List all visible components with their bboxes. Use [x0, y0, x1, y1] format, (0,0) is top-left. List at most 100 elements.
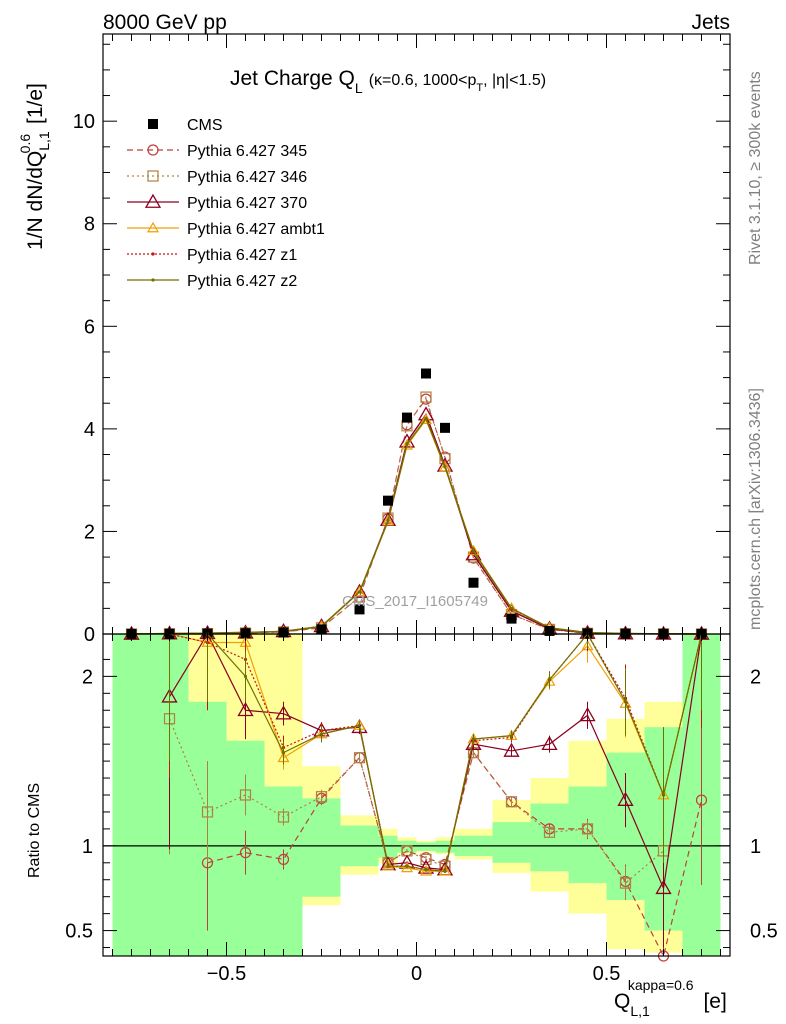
main-ytick-label: 4 [84, 419, 95, 441]
z1-ratio-line [169, 632, 703, 872]
ratio-ytick-label-right: 2 [750, 666, 761, 688]
ratio-uncertainty-bands [103, 634, 730, 956]
s345-marker [695, 794, 708, 806]
z2-marker [443, 869, 447, 873]
mcplots-label: mcplots.cern.ch [arXiv:1306.3436] [747, 388, 764, 630]
title-cut-sub: T [476, 82, 483, 94]
x-label-sub: L,1 [630, 1003, 650, 1019]
legend-label-s345: Pythia 6.427 345 [187, 143, 307, 160]
ambt1-marker [381, 859, 395, 871]
s370-marker [541, 735, 558, 751]
z2-marker [661, 793, 666, 797]
cms-marker [468, 577, 479, 588]
s370-marker [465, 546, 482, 561]
band-inner-bin [435, 840, 455, 853]
header-left: 8000 GeV pp [103, 11, 227, 34]
watermark: CMS_2017_I1605749 [342, 593, 488, 610]
s345-marker [147, 144, 159, 156]
legend-label-s370: Pythia 6.427 370 [187, 195, 307, 212]
s370-marker [579, 707, 596, 722]
ambt1-marker [419, 413, 433, 424]
s370-marker [503, 742, 520, 757]
z2-marker [281, 751, 286, 755]
z2-marker [424, 417, 428, 421]
s346-marker [201, 806, 214, 818]
y-label-main-sub: L,1 [36, 131, 52, 151]
cms-marker [506, 613, 517, 624]
z2-marker [319, 732, 324, 736]
s346-marker [619, 877, 632, 889]
cms-marker [440, 422, 450, 433]
s370-marker [351, 583, 368, 598]
ambt1-marker [419, 865, 433, 876]
s345-marker [277, 853, 290, 866]
s370-marker [275, 705, 292, 720]
z2-marker [386, 864, 390, 868]
header-right: Jets [691, 11, 730, 34]
title-main: Jet Charge Q [230, 67, 355, 90]
band-inner-bin [302, 798, 341, 897]
y-label-main-text: 1/N dN/dQ [24, 151, 47, 250]
x-axis-label: QL,1 kappa=0.6 [e] [614, 977, 727, 1019]
s346-marker [277, 811, 290, 823]
main-ytick-label: 2 [84, 521, 95, 543]
legend: CMS Pythia 6.427 345 Pythia 6.427 346 Pythi… [127, 117, 325, 290]
z2-marker [623, 700, 628, 704]
z1-marker [151, 252, 155, 256]
legend-label-cms: CMS [187, 117, 223, 134]
band-inner-bin [397, 840, 417, 853]
cms-marker [421, 368, 431, 379]
s346-marker [505, 796, 518, 808]
legend-label-s346: Pythia 6.427 346 [187, 169, 307, 186]
s370-marker [617, 791, 634, 806]
s370-marker [144, 193, 162, 208]
x-label-sup: kappa=0.6 [628, 977, 694, 993]
rivet-label: Rivet 3.1.10, ≥ 300k events [747, 71, 764, 265]
legend-label-ambt1: Pythia 6.427 ambt1 [187, 221, 325, 238]
y-label-main-sup: 0.6 [17, 134, 33, 154]
z2-marker [424, 867, 428, 872]
s346-marker [420, 853, 432, 866]
ambt1-marker [400, 861, 414, 873]
ratio-ytick-label-right: 0.5 [750, 921, 778, 943]
ambt1-marker [400, 439, 414, 450]
ratio-xtick-label: 0.5 [593, 963, 621, 985]
z2-marker [509, 734, 514, 738]
ambt1-marker [467, 544, 480, 556]
z2-marker [405, 864, 409, 868]
s370-marker [655, 879, 672, 895]
band-inner-bin [112, 634, 151, 956]
ambt1-marker [146, 221, 160, 233]
s346-marker [439, 453, 451, 465]
plot-title: Jet Charge QL (κ=0.6, 1000<pT, |η|<1.5) [230, 67, 546, 96]
band-inner-bin [492, 822, 531, 863]
z2-marker [471, 737, 476, 741]
main-panel-series [123, 368, 710, 640]
ratio-ytick-label-left: 1 [82, 836, 93, 858]
axes: 0 2 4 6 8 10 −0.5 0 0.5 0.5 0.5 1 1 2 2 [65, 33, 778, 985]
s345-line [131, 397, 702, 635]
z2-marker [357, 590, 362, 594]
ratio-ytick-label-left: 2 [82, 666, 93, 688]
cms-marker [148, 119, 158, 129]
s370-marker [417, 859, 435, 874]
z2-marker [405, 442, 409, 446]
ratio-xtick-label: 0 [411, 963, 422, 985]
s346-marker [147, 170, 159, 182]
legend-label-z2: Pythia 6.427 z2 [187, 273, 297, 290]
title-main-sub: L [355, 80, 363, 96]
z2-marker [386, 519, 390, 523]
main-ytick-label: 8 [84, 214, 95, 236]
ambt1-marker [505, 602, 518, 613]
cms-marker [354, 604, 365, 615]
band-inner-bin [416, 842, 436, 851]
z2-marker [151, 278, 155, 282]
z2-marker [471, 549, 476, 554]
y-label-main-unit: [1/e] [24, 83, 47, 130]
z2-marker [547, 678, 552, 682]
s346-marker [420, 391, 432, 403]
y-axis-label-ratio: Ratio to CMS [26, 783, 43, 878]
ratio-xtick-label: −0.5 [207, 963, 246, 985]
title-cut-a: (κ=0.6, 1000<p [369, 72, 477, 89]
